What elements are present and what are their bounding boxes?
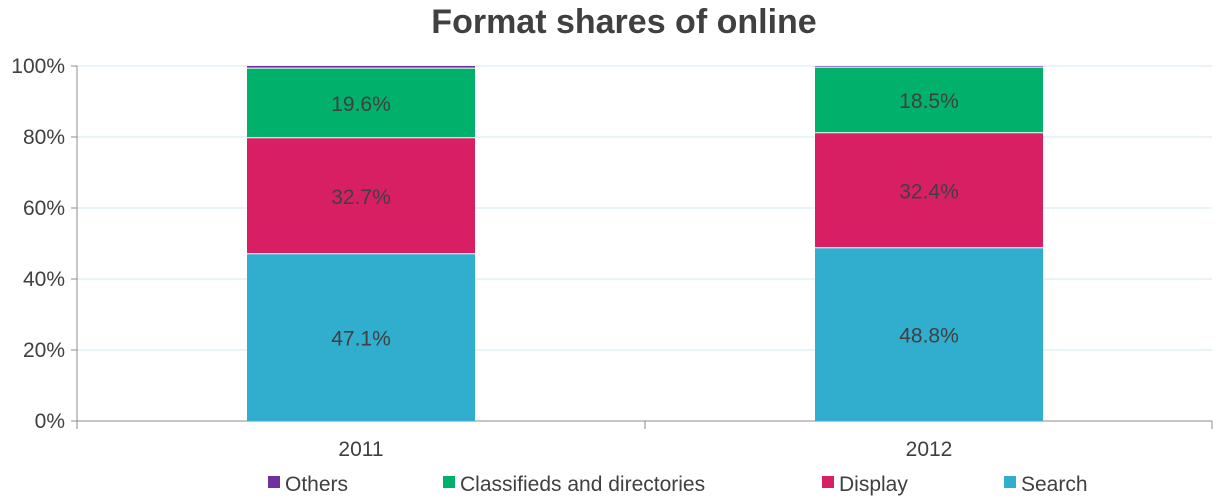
bars: [247, 66, 1043, 421]
bar-segment-display: [815, 132, 1043, 248]
legend-label: Classifieds and directories: [460, 473, 705, 496]
y-tick-label: 60%: [23, 197, 65, 220]
data-label: 18.5%: [899, 90, 959, 113]
x-tick-label: 2012: [906, 438, 953, 461]
legend-item-display: Display: [822, 473, 908, 496]
bar-segment-search: [815, 247, 1043, 421]
legend-item-search: Search: [1004, 473, 1088, 496]
data-label: 47.1%: [331, 327, 391, 350]
x-tick-label: 2011: [338, 438, 383, 461]
legend-swatch: [1004, 476, 1016, 488]
legend-label: Others: [285, 473, 348, 496]
legend-swatch: [822, 476, 834, 488]
y-tick-label: 40%: [23, 268, 65, 291]
bar-segment-others: [815, 66, 1043, 68]
y-tick-label: 0%: [35, 410, 65, 433]
y-tick-label: 100%: [11, 55, 65, 78]
y-tick-label: 80%: [23, 126, 65, 149]
legend: Others Classifieds and directories Display…: [268, 473, 1088, 496]
bar-segment-classifieds-and-directories: [815, 67, 1043, 133]
legend-swatch: [268, 476, 280, 488]
bar-segment-others: [247, 66, 475, 69]
legend-swatch: [443, 476, 455, 488]
data-labels: 47.1% 32.7% 19.6% 48.8% 32.4% 18.5%: [331, 90, 959, 350]
data-label: 19.6%: [331, 93, 391, 116]
legend-label: Search: [1021, 473, 1088, 496]
bar-segment-classifieds-and-directories: [247, 68, 475, 138]
data-label: 32.7%: [331, 186, 391, 209]
y-tick-label: 20%: [23, 339, 65, 362]
legend-item-others: Others: [268, 473, 348, 496]
data-label: 48.8%: [899, 324, 959, 347]
legend-label: Display: [839, 473, 908, 496]
legend-item-classifieds-and-directories: Classifieds and directories: [443, 473, 705, 496]
bar-segment-display: [247, 137, 475, 254]
bar-segment-search: [247, 253, 475, 421]
data-label: 32.4%: [899, 180, 959, 203]
chart-title: Format shares of online: [431, 3, 816, 41]
